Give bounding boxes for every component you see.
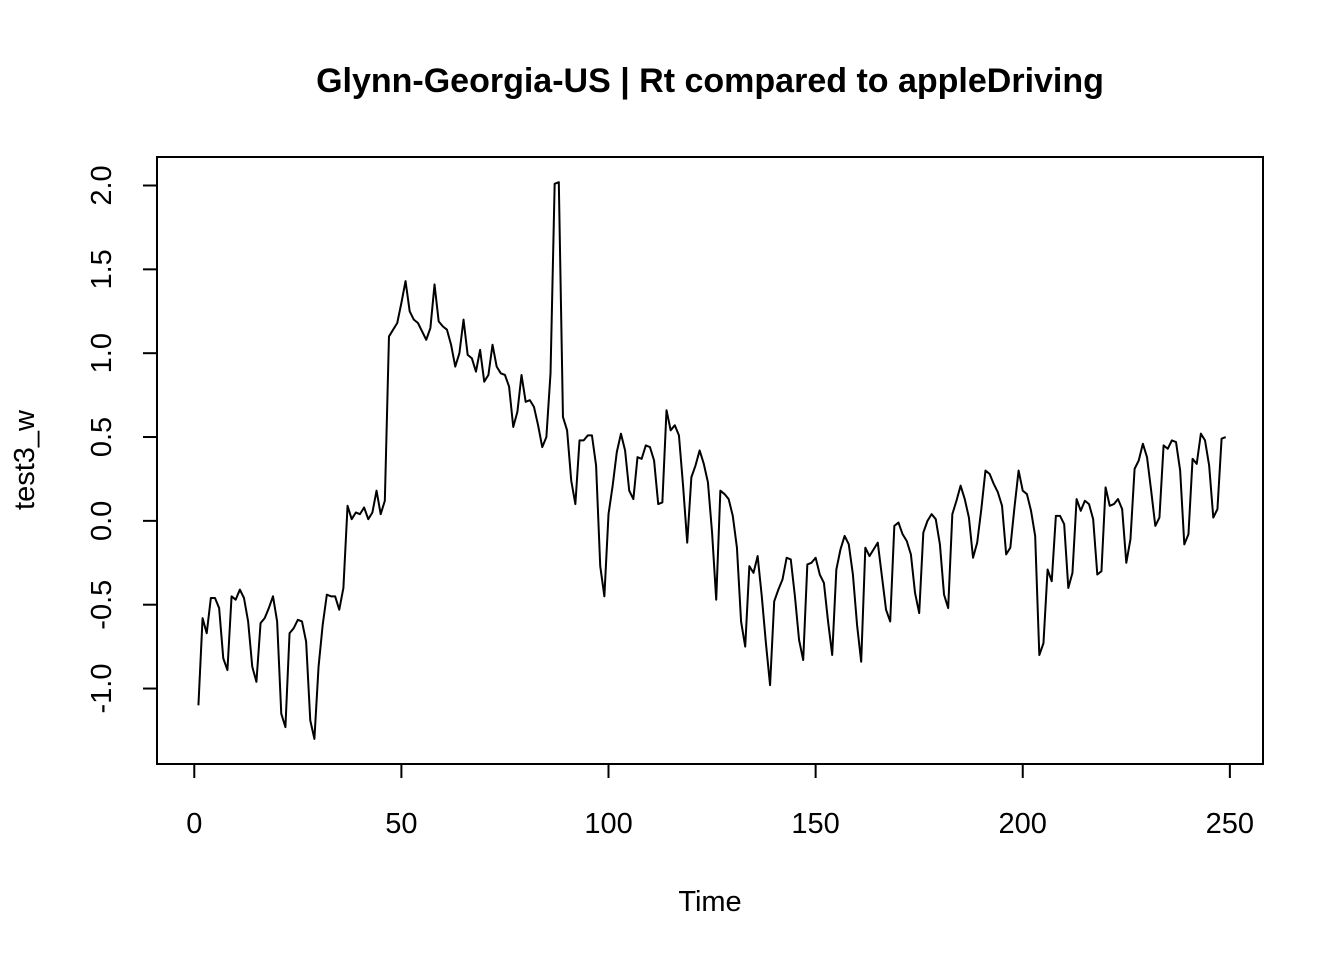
- y-tick-label: 0.5: [86, 417, 118, 457]
- chart-title: Glynn-Georgia-US | Rt compared to appleD…: [316, 62, 1104, 100]
- x-tick-label: 150: [791, 808, 839, 840]
- plot-frame: [156, 156, 1264, 765]
- x-axis: 0 50 100 150 200 250: [186, 763, 1254, 840]
- y-tick-label: 2.0: [86, 165, 118, 205]
- series-line: [197, 181, 1227, 740]
- y-axis-title: test3_w: [9, 409, 41, 510]
- x-tick-label: 0: [186, 808, 202, 840]
- x-tick-label: 50: [385, 808, 417, 840]
- y-tick-label: 1.5: [86, 249, 118, 289]
- y-axis: -1.0 -0.5 0.0 0.5 1.0 1.5 2.0: [86, 165, 158, 714]
- x-tick-label: 100: [584, 808, 632, 840]
- y-tick-label: 0.0: [86, 501, 118, 541]
- y-tick-label: 1.0: [86, 333, 118, 373]
- y-tick-label: -1.0: [86, 664, 118, 714]
- x-tick-label: 200: [999, 808, 1047, 840]
- y-tick-label: -0.5: [86, 580, 118, 630]
- x-axis-title: Time: [678, 886, 741, 918]
- x-tick-label: 250: [1206, 808, 1254, 840]
